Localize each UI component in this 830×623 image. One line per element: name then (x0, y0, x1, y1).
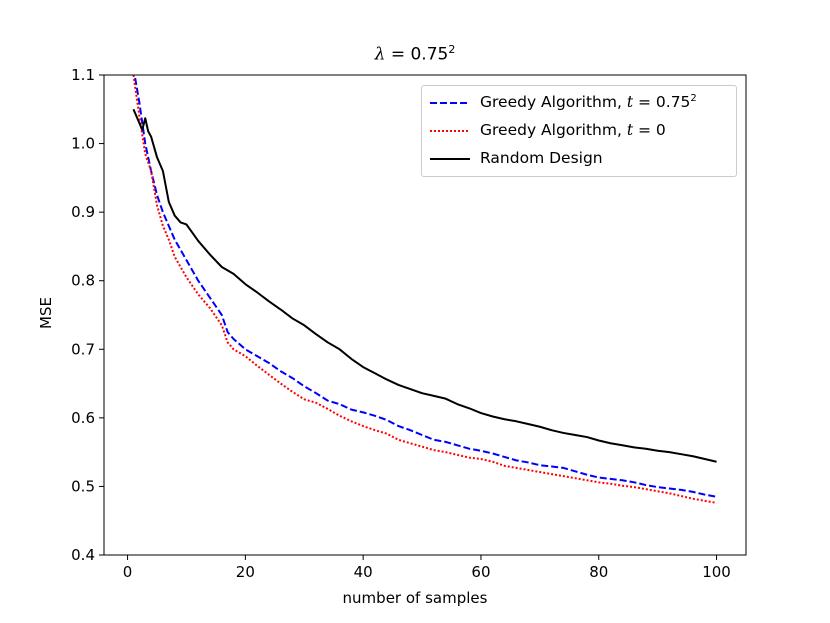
legend-entry-random-design: Random Design (422, 148, 736, 170)
x-axis-label: number of samples (342, 589, 488, 607)
title-lambda-symbol: λ (374, 44, 386, 65)
legend-line-red-dotted (430, 130, 470, 132)
y-tick-label: 1.1 (71, 66, 95, 84)
series-line-0 (133, 75, 717, 498)
legend-line-black-solid (430, 158, 470, 160)
legend-line-blue-dashed (430, 102, 470, 104)
series-layer (132, 75, 717, 504)
legend-label: Random Design (480, 149, 603, 167)
chart-title: λ = 0.752 (0, 43, 830, 65)
x-tick-label: 100 (702, 563, 731, 581)
x-tick-label: 80 (589, 563, 608, 581)
title-exponent: 2 (448, 43, 456, 56)
y-tick-label: 0.4 (71, 546, 95, 564)
x-tick-label: 40 (354, 563, 373, 581)
legend-entry-greedy-t075: Greedy Algorithm, t = 0.752 (422, 92, 736, 114)
series-line-2 (132, 108, 717, 463)
title-value: = 0.75 (385, 44, 449, 65)
axis-ticks: 0 20 40 60 80 100 0.4 0.5 0.6 0.7 0.8 0.9 1.0 1.1 (71, 66, 731, 581)
legend-label: Greedy Algorithm, t = 0 (480, 121, 666, 139)
y-tick-label: 0.6 (71, 409, 95, 427)
y-tick-label: 0.8 (71, 272, 95, 290)
chart-legend: Greedy Algorithm, t = 0.752 Greedy Algor… (421, 85, 737, 177)
plot-area-frame (103, 74, 747, 556)
x-tick-label: 0 (123, 563, 133, 581)
y-tick-label: 0.9 (71, 203, 95, 221)
y-tick-label: 0.5 (71, 477, 95, 495)
x-tick-label: 20 (236, 563, 255, 581)
legend-entry-greedy-t0: Greedy Algorithm, t = 0 (422, 120, 736, 142)
y-tick-label: 1.0 (71, 135, 95, 153)
y-tick-label: 0.7 (71, 340, 95, 358)
x-tick-label: 60 (471, 563, 490, 581)
y-axis-label: MSE (37, 297, 55, 329)
series-line-1 (132, 75, 717, 504)
legend-label: Greedy Algorithm, t = 0.752 (480, 93, 697, 112)
